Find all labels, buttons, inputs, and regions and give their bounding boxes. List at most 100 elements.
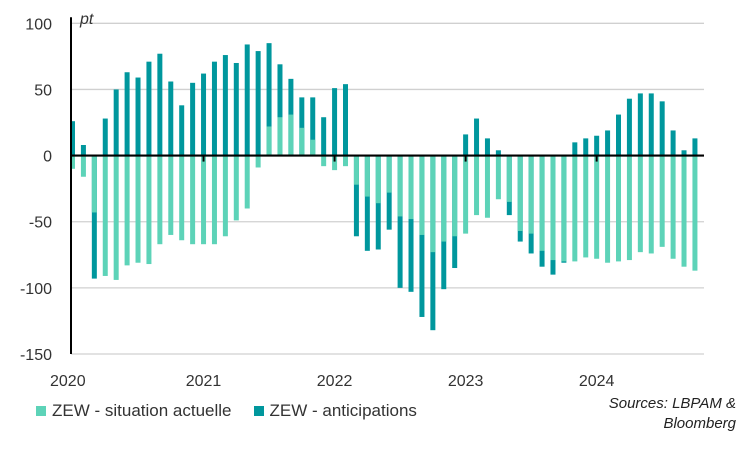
y-tick-label: -50 (29, 215, 52, 232)
y-tick-label: -150 (20, 347, 52, 364)
bar-situation-actuelle (692, 155, 698, 271)
bar-situation-actuelle (157, 155, 163, 245)
y-tick-label: 100 (25, 16, 52, 33)
bar-anticipations (211, 61, 217, 156)
bar-anticipations (332, 88, 338, 156)
bar-situation-actuelle (539, 155, 545, 251)
unit-label: pt (79, 11, 94, 28)
bar-situation-actuelle (353, 155, 359, 185)
bar-situation-actuelle (386, 155, 392, 193)
bar-situation-actuelle (364, 155, 370, 197)
bar-situation-actuelle (626, 155, 632, 261)
source-line: Bloomberg (663, 415, 736, 432)
bar-situation-actuelle (659, 155, 665, 247)
bar-situation-actuelle (244, 155, 250, 209)
bar-situation-actuelle (233, 155, 239, 221)
bar-anticipations (659, 101, 665, 156)
bar-anticipations (310, 97, 316, 156)
source-note: Sources: LBPAM & Bloomberg (609, 394, 736, 434)
x-axis-labels: 2020 2021 2022 2023 2024 (50, 373, 615, 390)
bar-anticipations (343, 84, 348, 156)
bar-anticipations (616, 114, 621, 156)
bar-situation-actuelle (288, 114, 294, 156)
bar-situation-actuelle (408, 155, 414, 220)
x-tick-label: 2023 (448, 373, 484, 390)
bar-situation-actuelle (670, 155, 676, 259)
y-tick-label: 50 (34, 82, 52, 99)
bar-situation-actuelle (299, 127, 305, 156)
bar-anticipations (692, 138, 698, 156)
bar-anticipations (244, 44, 250, 156)
bar-situation-actuelle (463, 155, 469, 234)
bar-situation-actuelle (113, 155, 119, 280)
bar-anticipations (321, 117, 327, 156)
bar-situation-actuelle (255, 155, 261, 168)
bar-anticipations (463, 134, 469, 156)
bar-anticipations (626, 98, 632, 156)
bar-anticipations (168, 81, 174, 156)
bar-anticipations (397, 155, 403, 288)
bar-situation-actuelle (343, 155, 348, 167)
bar-situation-actuelle (517, 155, 523, 231)
bar-situation-actuelle (91, 155, 97, 213)
bar-anticipations (353, 155, 359, 237)
legend-label: ZEW - anticipations (269, 401, 417, 420)
bar-situation-actuelle (375, 155, 381, 204)
bar-anticipations (594, 135, 600, 156)
bar-anticipations (299, 97, 305, 156)
legend: ZEW - situation actuelle ZEW - anticipat… (36, 401, 417, 421)
bar-situation-actuelle (441, 155, 447, 242)
bar-anticipations (157, 53, 163, 156)
bar-situation-actuelle (528, 155, 534, 234)
bar-anticipations (484, 138, 490, 156)
bar-situation-actuelle (594, 155, 600, 259)
bar-anticipations (277, 64, 283, 156)
bar-situation-actuelle (168, 155, 174, 235)
bar-situation-actuelle (583, 155, 589, 258)
bar-situation-actuelle (616, 155, 621, 262)
bar-situation-actuelle (430, 155, 436, 253)
x-tick-label: 2024 (579, 373, 615, 390)
bar-situation-actuelle (506, 155, 512, 202)
bar-anticipations (179, 105, 185, 156)
bar-situation-actuelle (495, 155, 501, 200)
bar-anticipations (255, 51, 261, 156)
bar-anticipations (113, 89, 119, 156)
bar-anticipations (670, 130, 676, 156)
bar-situation-actuelle (70, 155, 75, 169)
bar-anticipations (364, 155, 370, 251)
bar-anticipations (419, 155, 425, 317)
bar-anticipations (648, 93, 654, 156)
axes (70, 17, 704, 354)
bar-situation-actuelle (561, 155, 567, 262)
bar-situation-actuelle (452, 155, 458, 237)
bar-anticipations (637, 93, 643, 156)
bar-situation-actuelle (572, 155, 578, 262)
bar-situation-actuelle (124, 155, 130, 266)
bar-anticipations (495, 150, 501, 156)
bar-situation-actuelle (266, 126, 272, 156)
bar-situation-actuelle (102, 155, 108, 276)
bar-anticipations (474, 118, 480, 156)
bar-situation-actuelle (648, 155, 654, 254)
bar-situation-actuelle (80, 155, 86, 177)
y-tick-label: -100 (20, 281, 52, 298)
bar-anticipations (135, 77, 141, 156)
bar-situation-actuelle (211, 155, 217, 245)
legend-label: ZEW - situation actuelle (52, 401, 232, 420)
bar-chart: -150 -100 -50 0 50 100 2020 2021 2022 2023 2024 p… (20, 11, 704, 390)
bar-situation-actuelle (681, 155, 687, 267)
bar-anticipations (91, 155, 97, 279)
bar-situation-actuelle (201, 155, 207, 245)
bar-situation-actuelle (550, 155, 556, 261)
x-tick-label: 2020 (50, 373, 86, 390)
bar-situation-actuelle (146, 155, 152, 265)
legend-swatch-light (36, 406, 46, 416)
bar-anticipations (124, 72, 130, 156)
y-axis-labels: -150 -100 -50 0 50 100 (20, 16, 52, 364)
bar-anticipations (102, 118, 108, 156)
legend-item-anticipations: ZEW - anticipations (253, 401, 417, 421)
bar-situation-actuelle (637, 155, 643, 253)
bar-anticipations (190, 82, 196, 156)
bar-anticipations (408, 155, 414, 292)
